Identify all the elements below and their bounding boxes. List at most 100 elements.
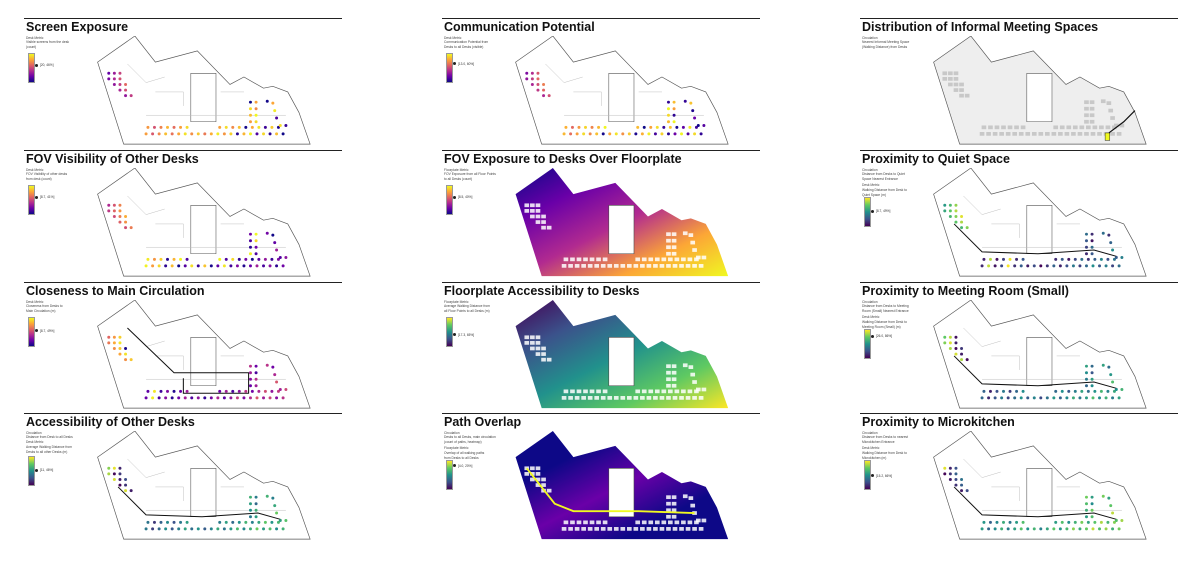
legend-line: Desk Metric [862, 314, 880, 319]
desk-block [1099, 125, 1104, 130]
desk-block [681, 520, 686, 525]
desk-dot [1120, 519, 1124, 522]
desk-block [1089, 113, 1095, 118]
desk-dot [1106, 257, 1110, 261]
desk-block [1084, 106, 1089, 111]
desk-dot [254, 384, 258, 388]
desk-dot [262, 132, 266, 136]
desk-dot [1084, 502, 1088, 506]
desk-dot [686, 132, 690, 136]
desk-block [666, 514, 671, 519]
desk-dot [1080, 520, 1084, 524]
desk-dot [159, 520, 163, 524]
metric-panel: Closeness to Main Circulation Desk Metric… [24, 282, 344, 412]
desk-block [600, 527, 606, 531]
legend-line: (count) [26, 45, 37, 50]
desk-dot [547, 94, 551, 98]
desk-dot [693, 132, 697, 136]
legend-line: FOV Visibility of other desks [26, 172, 68, 177]
desk-dot [268, 264, 272, 268]
desk-block [671, 364, 677, 369]
metric-panel: Distribution of Informal Meeting Spaces C… [860, 18, 1180, 148]
desk-dot [275, 380, 279, 384]
desk-dot [666, 113, 670, 117]
desk-dot [157, 264, 161, 268]
desk-dot [660, 132, 664, 136]
desk-dot [525, 77, 529, 81]
desk-dot [275, 264, 279, 268]
desk-dot [222, 527, 226, 531]
desk-dot [948, 472, 952, 476]
desk-block [1066, 125, 1072, 130]
panel-divider [860, 18, 1178, 19]
desk-dot [170, 264, 174, 268]
desk-dot [995, 257, 999, 261]
desk-block [654, 520, 660, 525]
interior-wall [991, 486, 1020, 501]
desk-dot [595, 132, 599, 136]
desk-block [653, 396, 658, 400]
desk-block [561, 527, 567, 531]
floor-plan [515, 168, 729, 277]
desk-block [1079, 125, 1085, 130]
desk-block [576, 389, 582, 394]
desk-dot [164, 132, 168, 136]
desk-block [666, 383, 671, 388]
legend-line: Desk Metric [444, 36, 462, 40]
desk-dot [1090, 364, 1094, 368]
desk-block [671, 377, 677, 382]
desk-block [587, 396, 593, 400]
desk-dot [672, 113, 676, 117]
interior-wall [991, 223, 1020, 238]
desk-dot [1104, 396, 1108, 400]
desk-block [695, 255, 701, 260]
desk-dot [273, 241, 277, 245]
desk-dot [172, 520, 176, 524]
desk-dot [248, 508, 252, 512]
desk-dot [954, 209, 958, 213]
desk-dot [124, 346, 128, 350]
desk-dot [231, 520, 235, 524]
desk-dot [216, 527, 220, 531]
legend-marker: [8.5, 40%] [453, 195, 472, 199]
desk-dot [993, 264, 997, 268]
desk-block [959, 93, 964, 98]
desk-dot [248, 364, 252, 368]
desk-dot [265, 494, 269, 498]
desk-dot [124, 358, 128, 362]
desk-dot [224, 257, 228, 261]
desk-dot [640, 132, 644, 136]
desk-dot [1120, 256, 1124, 259]
desk-block [1007, 125, 1013, 130]
desk-block [1005, 132, 1011, 136]
desk-blocks [524, 466, 707, 531]
desk-dot [254, 245, 258, 249]
desk-dot [118, 341, 122, 345]
legend-line: Nearest Informal Meeting Space [862, 40, 910, 45]
desk-dot [248, 515, 252, 519]
building-core [1026, 205, 1053, 255]
desk-dot [1084, 232, 1088, 236]
desk-block [701, 387, 707, 392]
legend-marker-value: [8.5, 40%] [458, 195, 473, 200]
desk-dot [144, 132, 148, 136]
desk-block [666, 245, 671, 250]
desk-dot [948, 335, 952, 339]
desk-dot [196, 132, 200, 136]
desk-dot [275, 511, 279, 515]
desk-block [535, 203, 541, 208]
legend-line: Overlap of all walking paths [444, 450, 485, 455]
desk-dot [112, 472, 116, 476]
desk-dot [118, 203, 122, 207]
desk-dot [530, 82, 534, 86]
desk-dot [1107, 365, 1111, 369]
desk-block [546, 225, 552, 230]
metric-panel: Proximity to Meeting Room (Small) Circula… [860, 282, 1180, 412]
desk-dot [254, 508, 258, 512]
desk-dot [216, 264, 220, 268]
desk-dot [146, 389, 150, 393]
desk-dot [275, 132, 279, 136]
desk-dot [1000, 396, 1004, 400]
desk-dot [960, 220, 964, 224]
legend-marker: [13.0, 60%] [453, 62, 474, 66]
